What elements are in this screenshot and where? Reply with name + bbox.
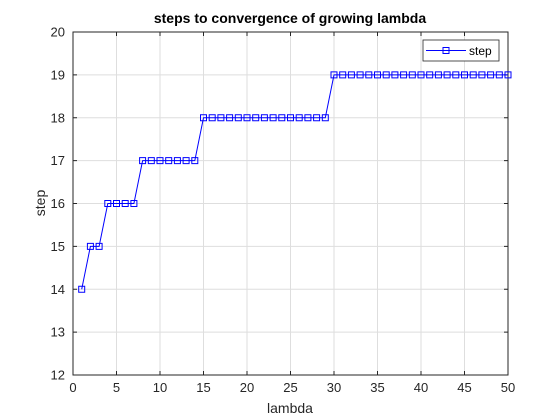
data-point-marker	[461, 71, 468, 79]
y-tick-label: 19	[51, 67, 65, 82]
data-point-marker	[269, 114, 277, 122]
data-point-marker	[321, 114, 329, 122]
data-point-marker	[487, 71, 495, 79]
y-tick-label: 18	[51, 110, 65, 125]
data-point-marker	[260, 114, 268, 122]
x-tick-label: 20	[240, 380, 254, 395]
data-point-marker	[182, 157, 190, 165]
data-point-marker	[391, 71, 399, 79]
x-tick-label: 15	[196, 380, 210, 395]
data-point-marker	[295, 114, 303, 122]
x-tick-label: 30	[327, 380, 341, 395]
data-point-marker	[130, 200, 138, 207]
data-point-marker	[243, 114, 251, 122]
data-point-marker	[382, 71, 390, 79]
data-point-marker	[226, 114, 234, 122]
x-axis-label: lambda	[267, 400, 313, 416]
data-point-marker	[304, 114, 312, 122]
data-point-marker	[252, 114, 260, 122]
data-point-marker	[356, 71, 364, 79]
chart-title: steps to convergence of growing lambda	[154, 10, 426, 26]
y-tick-label: 12	[51, 368, 65, 383]
data-point-marker	[113, 200, 120, 207]
data-point-marker	[139, 157, 147, 165]
data-point-marker	[234, 114, 242, 122]
data-point-marker	[156, 157, 164, 165]
x-tick-label: 0	[69, 380, 76, 395]
data-point-marker	[217, 114, 225, 122]
y-tick-label: 16	[51, 196, 65, 211]
data-point-marker	[200, 114, 207, 122]
series-line-step	[81, 74, 508, 290]
data-point-marker	[121, 200, 129, 207]
x-tick-label: 40	[414, 380, 428, 395]
y-tick-label: 17	[51, 153, 65, 168]
data-point-marker	[165, 157, 173, 165]
x-tick-label: 45	[457, 380, 471, 395]
data-point-marker	[86, 242, 94, 250]
x-tick-label: 50	[501, 380, 515, 395]
y-axis-label: step	[32, 190, 48, 217]
data-point-marker	[330, 71, 338, 79]
y-tick-label: 20	[51, 25, 65, 40]
data-point-marker	[347, 71, 355, 79]
data-point-marker	[426, 71, 434, 79]
data-point-marker	[417, 71, 425, 79]
data-point-marker	[495, 71, 503, 79]
data-point-marker	[339, 71, 347, 79]
data-point-marker	[374, 71, 381, 79]
data-point-marker	[400, 71, 408, 79]
data-point-marker	[147, 157, 155, 165]
data-point-marker	[95, 242, 103, 250]
x-tick-label: 5	[113, 380, 120, 395]
x-tick-label: 35	[370, 380, 384, 395]
y-tick-label: 13	[51, 325, 65, 340]
legend-label-step: step	[469, 44, 492, 58]
axis-ticks: 0 5 10 15 20 25 30 35 40 45 50 12 13 14 15 16 17 18 19 20	[51, 25, 516, 396]
data-point-marker	[208, 114, 216, 122]
data-point-marker	[434, 71, 442, 79]
x-tick-label: 25	[283, 380, 297, 395]
data-point-marker	[173, 157, 181, 165]
data-point-marker	[287, 114, 294, 122]
data-point-marker	[278, 114, 286, 122]
data-point-marker	[104, 200, 112, 207]
legend-marker-square	[442, 47, 450, 54]
data-point-marker	[408, 71, 416, 79]
series-layer	[78, 71, 512, 293]
y-tick-label: 15	[51, 239, 65, 254]
data-point-marker	[504, 71, 512, 79]
data-point-marker	[78, 285, 86, 293]
y-tick-label: 14	[51, 282, 65, 297]
data-point-marker	[469, 71, 477, 79]
legend: step	[422, 39, 500, 62]
x-tick-label: 10	[153, 380, 167, 395]
data-point-marker	[443, 71, 451, 79]
data-point-marker	[365, 71, 373, 79]
data-point-marker	[452, 71, 460, 79]
data-point-marker	[191, 157, 199, 165]
data-point-marker	[478, 71, 486, 79]
data-point-marker	[313, 114, 321, 122]
